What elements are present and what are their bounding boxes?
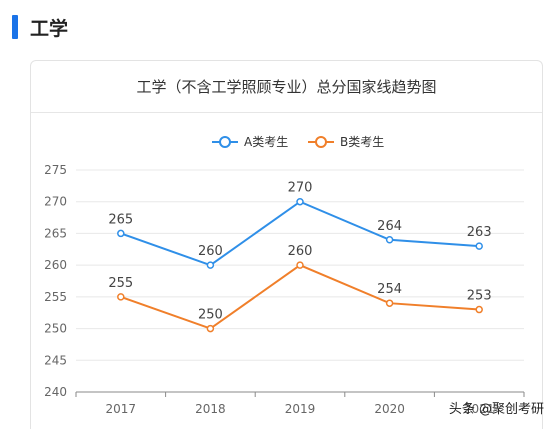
data-point [475,305,483,314]
data-point [117,293,125,301]
x-tick-label: 2020 [374,402,405,416]
data-label: 265 [108,212,133,227]
chart-card-header: 工学（不含工学照顾专业）总分国家线趋势图 [31,61,542,113]
data-label: 254 [377,282,402,297]
y-tick-label: 265 [44,226,67,240]
legend-swatch-marker [315,136,327,148]
x-tick-label: 2019 [285,402,316,416]
x-tick-label: 2018 [195,402,226,416]
data-label: 255 [108,276,133,291]
y-tick-label: 260 [44,258,67,272]
data-label: 263 [467,225,492,240]
line-chart: 240 245 250 255 260 265 270 275 2017 2018 2019 2020… [44,135,525,416]
legend-label: B类考生 [340,135,384,149]
data-point [296,197,304,206]
data-point [117,229,125,238]
y-tick-label: 240 [44,385,67,399]
chart-title: 工学（不含工学照顾专业）总分国家线趋势图 [136,78,437,96]
data-point [385,299,394,307]
x-tick-label: 2017 [106,402,137,416]
chart-card: 工学（不含工学照顾专业）总分国家线趋势图 240 245 250 255 260 265 2… [30,60,543,429]
y-tick-label: 250 [44,322,67,336]
data-point [385,236,394,244]
data-point [296,261,304,269]
attribution-watermark: 头条 @聚创考研 [448,402,544,417]
y-tick-label: 245 [44,353,67,367]
data-label: 253 [467,289,492,304]
data-label: 260 [198,244,223,259]
legend-swatch-marker [219,136,231,148]
x-tick-label: 2021 [464,402,495,416]
data-point [475,242,483,250]
data-label: 260 [288,244,313,259]
section-header: 工学 [12,14,68,40]
data-point [206,324,215,333]
data-label: 264 [377,219,402,234]
y-tick-label: 275 [44,163,67,177]
y-tick-label: 270 [44,195,67,209]
data-point [206,261,215,269]
data-label: 270 [288,181,313,196]
section-accent-bar [12,15,18,39]
section-title: 工学 [30,17,69,40]
y-tick-label: 255 [44,290,67,304]
data-label: 250 [198,308,223,323]
legend-label: A类考生 [244,135,288,149]
